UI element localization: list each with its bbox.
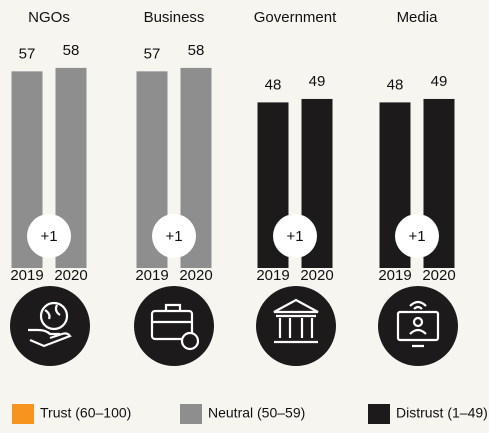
ngo-icon xyxy=(10,286,90,366)
change-badge xyxy=(395,214,439,258)
change-label: +1 xyxy=(165,228,182,245)
year-label: 2019 xyxy=(378,267,411,284)
icons xyxy=(10,286,458,366)
change-label: +1 xyxy=(286,228,303,245)
year-label: 2019 xyxy=(135,267,168,284)
government-icon xyxy=(256,286,336,366)
value-label: 58 xyxy=(188,42,205,59)
year-label: 2020 xyxy=(300,267,333,284)
year-label: 2019 xyxy=(10,267,43,284)
category-label: Government xyxy=(254,9,337,26)
legend-label: Trust (60–100) xyxy=(40,405,131,421)
value-label: 57 xyxy=(144,45,161,62)
legend-label: Neutral (50–59) xyxy=(208,405,305,421)
legend-label: Distrust (1–49) xyxy=(396,405,488,421)
year-label: 2020 xyxy=(179,267,212,284)
change-badge xyxy=(27,214,71,258)
category-label: NGOs xyxy=(28,9,70,26)
business-icon xyxy=(134,286,214,366)
value-label: 58 xyxy=(63,42,80,59)
category-label: Media xyxy=(397,9,439,26)
value-label: 49 xyxy=(309,73,326,90)
value-label: 57 xyxy=(19,45,36,62)
year-label: 2020 xyxy=(422,267,455,284)
value-label: 49 xyxy=(431,73,448,90)
legend-swatch xyxy=(180,404,202,424)
year-label: 2019 xyxy=(256,267,289,284)
value-label: 48 xyxy=(265,76,282,93)
value-label: 48 xyxy=(387,76,404,93)
change-badge xyxy=(152,214,196,258)
legend-swatch xyxy=(12,404,34,424)
change-label: +1 xyxy=(408,228,425,245)
change-badge xyxy=(273,214,317,258)
year-label: 2020 xyxy=(54,267,87,284)
category-label: Business xyxy=(144,9,205,26)
change-label: +1 xyxy=(40,228,57,245)
legend-swatch xyxy=(368,404,390,424)
